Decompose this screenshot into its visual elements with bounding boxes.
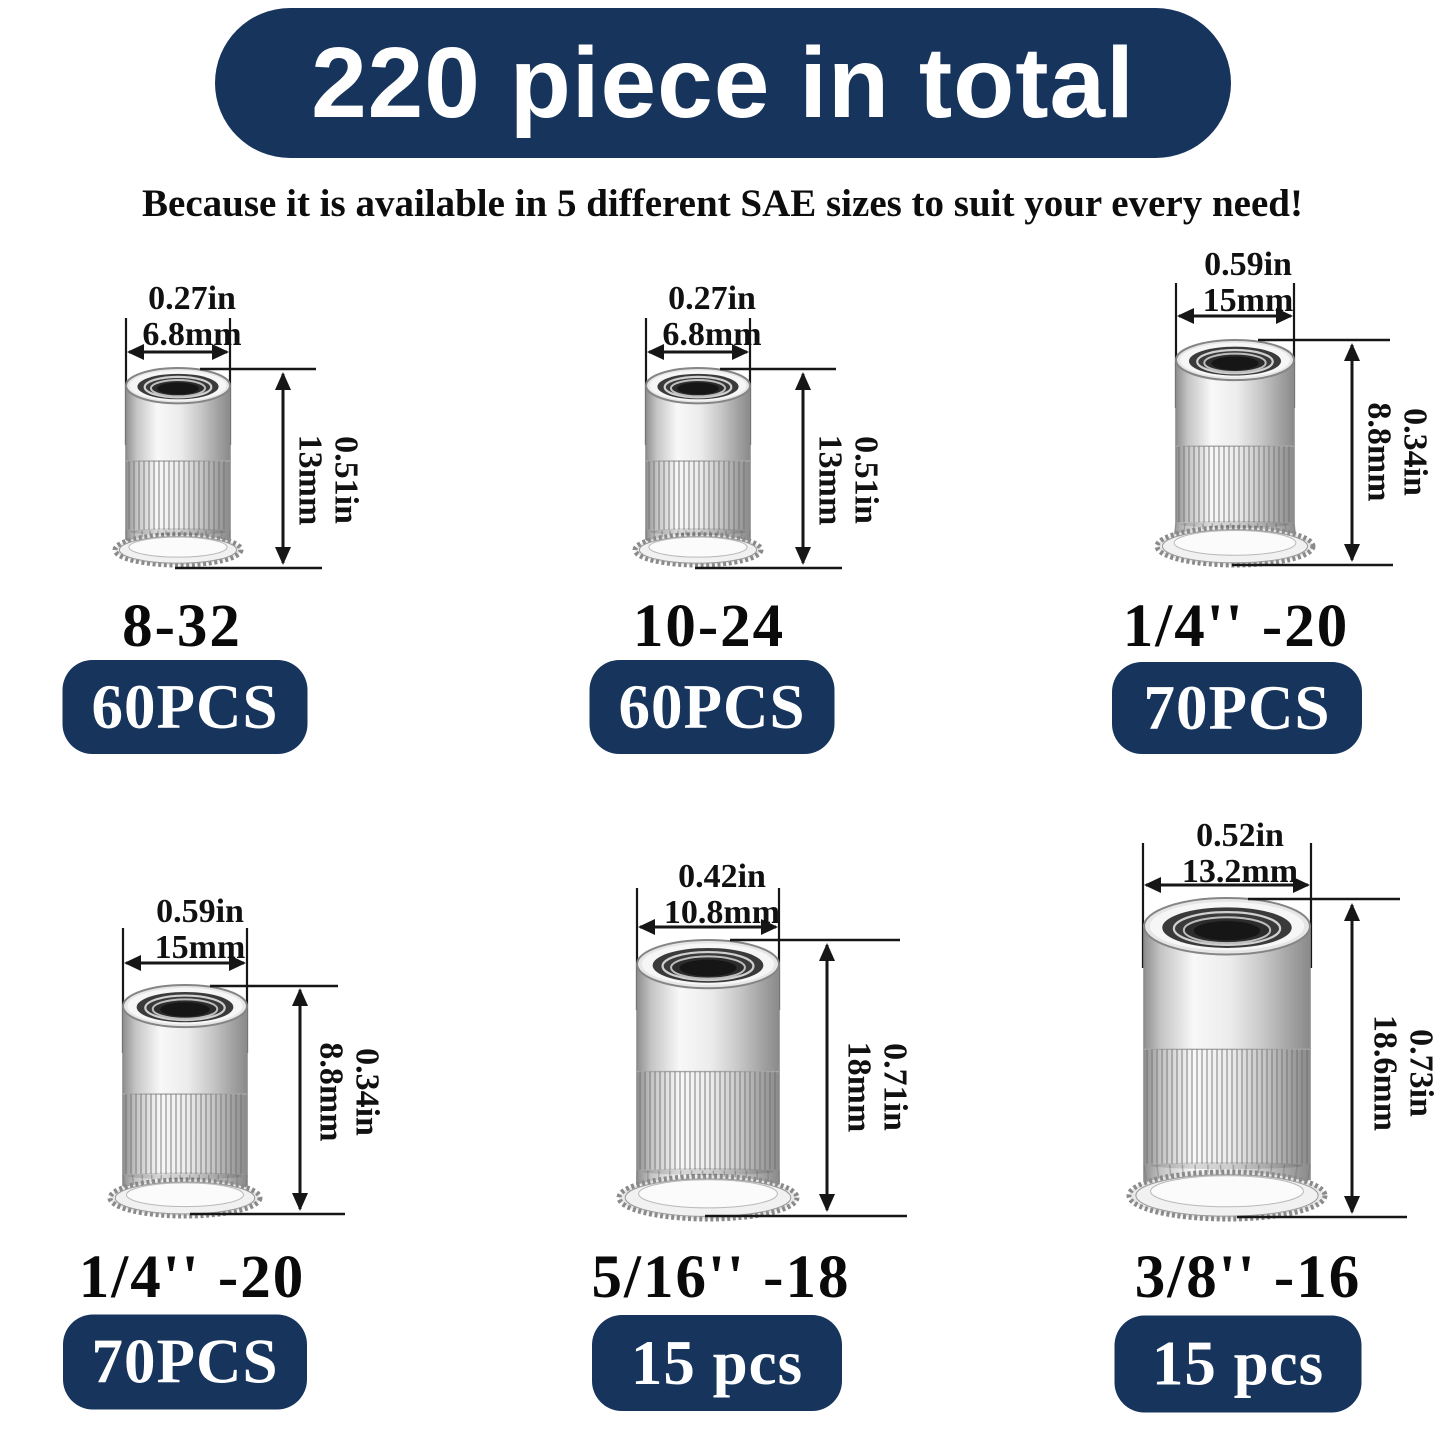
height-dimension-arrow (1232, 338, 1393, 567)
width-dimension-label: 0.27in 6.8mm (72, 280, 312, 354)
height-mm: 18.6mm (1366, 1014, 1403, 1132)
height-mm: 8.8mm (1360, 402, 1397, 502)
rivet-nut-figure (1126, 897, 1328, 1222)
rivet-nut-figure (1154, 339, 1316, 568)
subtitle-text: Because it is available in 5 different S… (142, 182, 1303, 225)
height-dimension-arrow (190, 984, 345, 1216)
height-mm: 8.8mm (312, 1042, 349, 1142)
width-mm: 6.8mm (662, 316, 762, 354)
height-dimension-label: 0.71in 18mm (840, 1042, 913, 1133)
width-dimension-arrow (121, 928, 249, 1053)
width-inches: 0.59in (156, 893, 244, 930)
size-label: 1/4'' -20 (78, 1244, 306, 1311)
height-dimension-label: 0.73in 18.6mm (1366, 1015, 1439, 1131)
rivet-nut-figure (112, 367, 244, 568)
size-label: 5/16'' -18 (591, 1244, 851, 1311)
width-inches: 0.27in (668, 280, 756, 317)
width-mm: 15mm (154, 929, 246, 967)
count-badge: 60PCS (62, 660, 308, 754)
size-label: 10-24 (632, 593, 786, 660)
width-dimension-label: 0.27in 6.8mm (592, 280, 832, 354)
count-badge: 70PCS (63, 1314, 307, 1410)
width-dimension-arrow (1141, 843, 1313, 968)
width-dimension-label: 0.59in 15mm (1128, 246, 1368, 320)
rivet-nut-figure (616, 939, 800, 1222)
total-count-banner: 220 piece in total (215, 8, 1231, 158)
width-dimension-label: 0.59in 15mm (80, 893, 320, 967)
height-dimension-arrow (1237, 897, 1407, 1219)
height-inches: 0.34in (1396, 408, 1434, 496)
width-inches: 0.42in (678, 858, 766, 895)
height-dimension-label: 0.34in 8.8mm (312, 1042, 385, 1141)
banner-text: 220 piece in total (311, 26, 1135, 139)
height-dimension-label: 0.51in 13mm (811, 435, 884, 526)
count-badge: 60PCS (589, 660, 835, 754)
width-mm: 10.8mm (663, 894, 781, 932)
height-inches: 0.34in (348, 1048, 386, 1136)
rivet-nut-figure (107, 984, 263, 1219)
width-inches: 0.59in (1204, 246, 1292, 283)
width-dimension-label: 0.42in 10.8mm (602, 858, 842, 932)
width-mm: 15mm (1202, 282, 1294, 320)
height-dimension-arrow (175, 367, 322, 570)
height-mm: 13mm (811, 434, 848, 526)
height-inches: 0.71in (876, 1043, 914, 1131)
count-badge: 15 pcs (592, 1315, 842, 1411)
height-mm: 13mm (291, 434, 328, 526)
height-dimension-label: 0.34in 8.8mm (1360, 402, 1433, 501)
height-inches: 0.51in (327, 436, 365, 524)
size-label: 3/8'' -16 (1134, 1244, 1362, 1311)
rivet-nut-figure (632, 367, 764, 568)
size-label: 1/4'' -20 (1122, 593, 1350, 660)
width-mm: 13.2mm (1181, 853, 1299, 891)
height-mm: 18mm (840, 1041, 877, 1133)
count-badge: 15 pcs (1114, 1315, 1362, 1413)
height-inches: 0.73in (1402, 1029, 1440, 1117)
width-inches: 0.52in (1196, 817, 1284, 854)
width-mm: 6.8mm (142, 316, 242, 354)
count-badge: 70PCS (1112, 662, 1362, 754)
height-dimension-label: 0.51in 13mm (291, 435, 364, 526)
width-dimension-label: 0.52in 13.2mm (1120, 817, 1360, 891)
height-dimension-arrow (705, 938, 907, 1218)
width-inches: 0.27in (148, 280, 236, 317)
height-dimension-arrow (695, 367, 842, 570)
height-inches: 0.51in (847, 436, 885, 524)
size-label: 8-32 (122, 593, 242, 660)
